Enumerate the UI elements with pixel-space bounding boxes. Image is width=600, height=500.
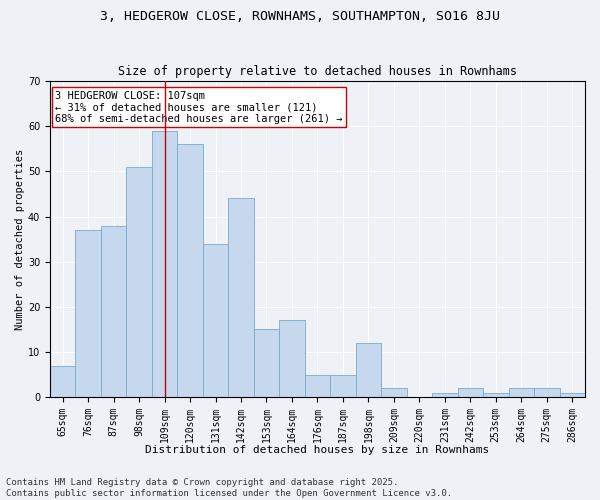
Bar	[305, 374, 330, 397]
Bar	[483, 392, 509, 397]
Bar	[177, 144, 203, 397]
Bar	[101, 226, 127, 397]
Title: Size of property relative to detached houses in Rownhams: Size of property relative to detached ho…	[118, 66, 517, 78]
Bar	[152, 130, 177, 397]
Bar	[458, 388, 483, 397]
Bar	[50, 366, 76, 397]
Text: 3, HEDGEROW CLOSE, ROWNHAMS, SOUTHAMPTON, SO16 8JU: 3, HEDGEROW CLOSE, ROWNHAMS, SOUTHAMPTON…	[100, 10, 500, 23]
Bar	[228, 198, 254, 397]
Bar	[356, 343, 381, 397]
Bar	[560, 392, 585, 397]
Bar	[381, 388, 407, 397]
Bar	[254, 330, 279, 397]
Bar	[203, 244, 228, 397]
Y-axis label: Number of detached properties: Number of detached properties	[15, 148, 25, 330]
Text: Contains HM Land Registry data © Crown copyright and database right 2025.
Contai: Contains HM Land Registry data © Crown c…	[6, 478, 452, 498]
X-axis label: Distribution of detached houses by size in Rownhams: Distribution of detached houses by size …	[145, 445, 490, 455]
Bar	[432, 392, 458, 397]
Bar	[534, 388, 560, 397]
Bar	[127, 167, 152, 397]
Bar	[76, 230, 101, 397]
Bar	[279, 320, 305, 397]
Text: 3 HEDGEROW CLOSE: 107sqm
← 31% of detached houses are smaller (121)
68% of semi-: 3 HEDGEROW CLOSE: 107sqm ← 31% of detach…	[55, 90, 343, 124]
Bar	[509, 388, 534, 397]
Bar	[330, 374, 356, 397]
